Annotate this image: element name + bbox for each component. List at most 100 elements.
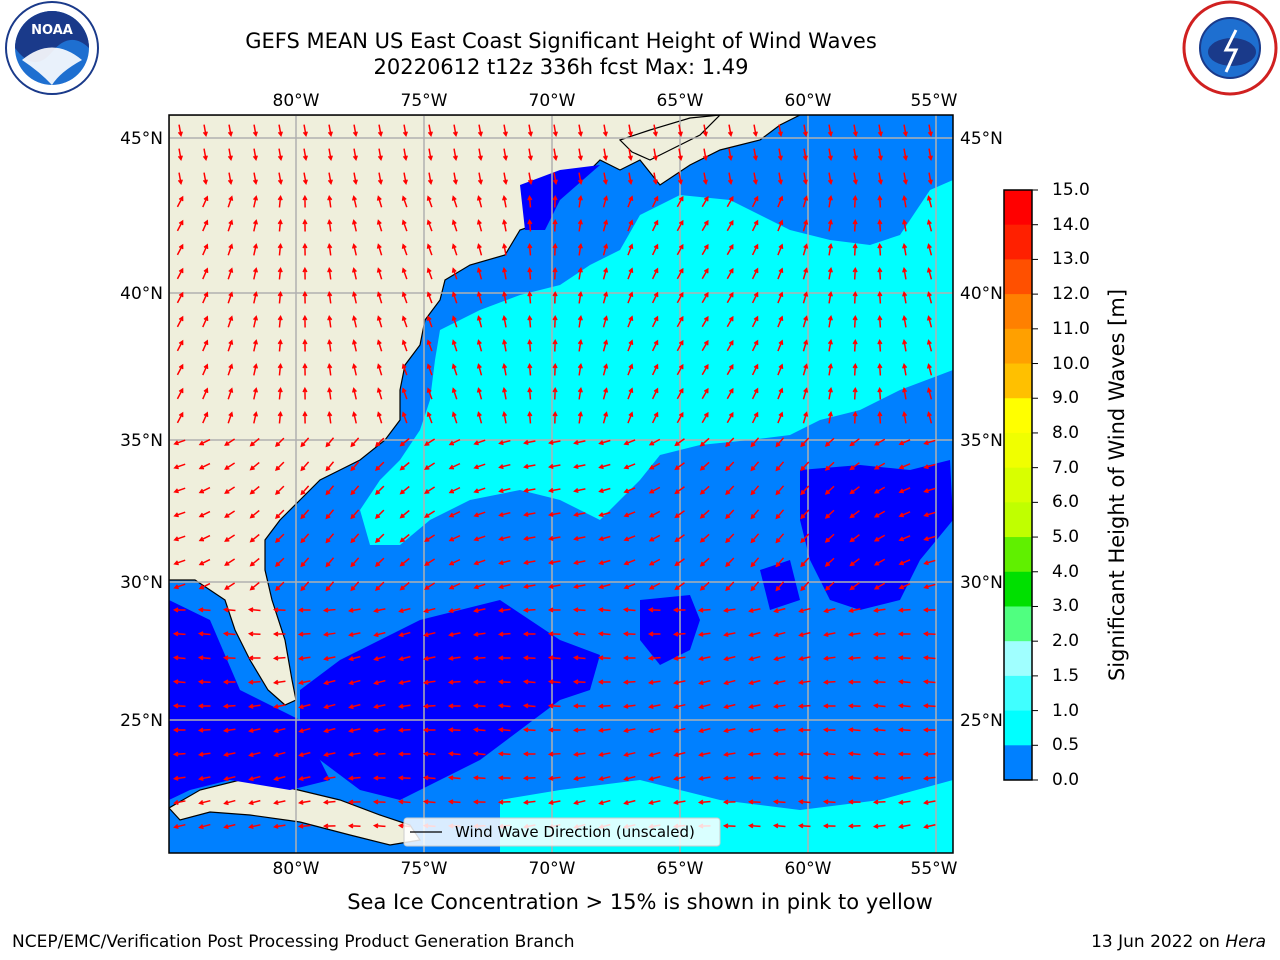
wave-direction-arrow	[423, 631, 436, 638]
wave-direction-arrow	[498, 535, 511, 542]
wave-direction-arrow	[750, 557, 760, 568]
wave-direction-arrow	[323, 775, 336, 781]
wave-direction-arrow	[552, 410, 558, 424]
wave-direction-arrow	[701, 195, 709, 208]
wave-direction-arrow	[398, 655, 411, 662]
wave-direction-arrow	[726, 267, 734, 280]
wave-direction-arrow	[375, 485, 385, 496]
wave-direction-arrow	[802, 148, 808, 161]
wave-direction-arrow	[877, 338, 883, 352]
lon-label-top: 70°W	[529, 91, 576, 111]
colorbar-segment	[1004, 328, 1032, 365]
wave-direction-arrow	[797, 751, 811, 757]
wave-direction-arrow	[275, 557, 285, 568]
wave-direction-arrow	[248, 751, 261, 758]
colorbar-segment	[1004, 467, 1032, 503]
wave-direction-arrow	[249, 557, 260, 567]
wave-direction-arrow	[701, 411, 709, 424]
wave-direction-arrow	[923, 487, 936, 494]
wave-direction-arrow	[627, 339, 634, 352]
wave-direction-arrow	[627, 387, 634, 400]
colorbar-tick-label: 0.0	[1052, 770, 1080, 790]
wave-direction-arrow	[602, 148, 608, 161]
wave-direction-arrow	[376, 387, 383, 400]
wave-direction-arrow	[772, 823, 786, 829]
wave-direction-arrow	[748, 727, 761, 733]
wave-direction-arrow	[699, 533, 710, 543]
wave-direction-arrow	[497, 655, 511, 661]
wave-direction-arrow	[502, 291, 508, 304]
wave-direction-arrow	[173, 799, 186, 805]
wave-direction-arrow	[747, 751, 761, 757]
wave-direction-arrow	[426, 387, 433, 400]
wave-direction-arrow	[627, 219, 634, 232]
wave-direction-arrow	[197, 631, 211, 637]
wave-direction-arrow	[822, 799, 836, 805]
wave-direction-arrow	[725, 533, 735, 544]
wave-direction-arrow	[597, 679, 611, 685]
wave-direction-arrow	[375, 509, 385, 520]
wave-direction-arrow	[522, 679, 536, 685]
noaa-logo: NOAA	[5, 1, 99, 95]
wave-direction-arrow	[873, 558, 886, 566]
wave-direction-arrow	[547, 631, 561, 637]
wave-direction-arrow	[923, 799, 936, 805]
wave-direction-arrow	[451, 291, 458, 304]
wave-direction-arrow	[300, 557, 310, 568]
wave-direction-arrow	[297, 631, 311, 637]
wave-direction-arrow	[873, 486, 886, 494]
wave-direction-arrow	[777, 219, 784, 232]
wave-direction-arrow	[701, 363, 709, 376]
wave-direction-arrow	[348, 655, 361, 662]
wave-direction-arrow	[476, 219, 483, 232]
wave-direction-arrow	[922, 655, 936, 661]
wave-direction-arrow	[797, 799, 811, 805]
wave-direction-arrow	[249, 581, 260, 591]
wave-direction-arrow	[422, 799, 436, 805]
wave-direction-arrow	[252, 172, 258, 185]
wave-direction-arrow	[852, 172, 858, 185]
wave-direction-arrow	[623, 559, 636, 566]
wave-direction-arrow	[777, 267, 784, 280]
wave-direction-arrow	[677, 172, 683, 185]
wave-direction-arrow	[676, 195, 684, 208]
wave-direction-arrow	[627, 124, 633, 137]
wave-direction-arrow	[497, 799, 511, 805]
wave-direction-arrow	[677, 124, 683, 137]
wave-direction-arrow	[252, 148, 258, 161]
wave-direction-arrow	[773, 607, 786, 614]
wave-direction-arrow	[777, 124, 783, 137]
wave-direction-arrow	[476, 267, 483, 280]
wave-direction-arrow	[252, 411, 259, 424]
wave-direction-arrow	[297, 607, 311, 613]
wave-direction-arrow	[302, 362, 308, 376]
wave-direction-arrow	[622, 679, 636, 685]
wave-direction-arrow	[877, 362, 883, 376]
wave-direction-arrow	[873, 607, 886, 613]
wave-direction-arrow	[627, 243, 634, 256]
wave-direction-arrow	[272, 631, 286, 637]
wave-direction-arrow	[198, 534, 211, 542]
wave-direction-arrow	[172, 727, 186, 733]
wave-direction-arrow	[748, 679, 761, 686]
wave-direction-arrow	[327, 124, 333, 137]
wave-direction-arrow	[523, 535, 536, 541]
wave-direction-arrow	[725, 557, 735, 568]
wave-direction-arrow	[375, 581, 385, 592]
wave-direction-arrow	[572, 607, 586, 613]
wave-direction-arrow	[351, 219, 357, 232]
wave-direction-arrow	[423, 607, 436, 614]
wave-direction-arrow	[674, 510, 685, 519]
wave-direction-arrow	[698, 703, 711, 710]
wave-direction-arrow	[602, 243, 609, 256]
wave-direction-arrow	[327, 218, 333, 232]
wave-direction-arrow	[598, 559, 611, 566]
wave-direction-arrow	[726, 387, 734, 400]
wave-direction-arrow	[751, 315, 759, 328]
wave-direction-arrow	[202, 411, 209, 424]
wave-direction-arrow	[298, 655, 311, 661]
wave-direction-arrow	[577, 243, 583, 256]
wave-direction-arrow	[502, 387, 508, 400]
wave-direction-arrow	[573, 583, 586, 590]
wave-direction-arrow	[824, 557, 835, 567]
